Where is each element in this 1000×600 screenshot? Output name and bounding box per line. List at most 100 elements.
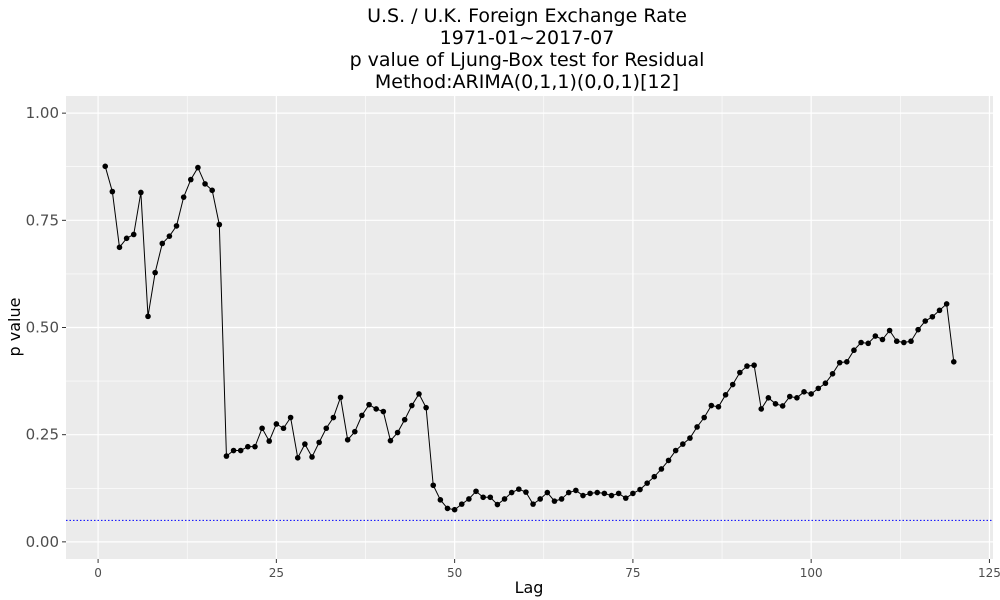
data-point xyxy=(622,495,629,501)
data-point xyxy=(544,489,551,496)
data-point xyxy=(772,401,779,407)
data-point xyxy=(551,498,558,504)
data-point xyxy=(537,496,543,502)
y-tick-label: 1.00 xyxy=(26,104,59,122)
data-point xyxy=(758,406,765,412)
data-point xyxy=(323,425,330,432)
data-point xyxy=(501,496,508,502)
data-point xyxy=(687,435,693,441)
data-point xyxy=(473,488,479,495)
data-point xyxy=(829,371,836,377)
data-point xyxy=(245,443,251,450)
y-tick-label: 0.00 xyxy=(26,533,59,551)
data-point xyxy=(858,339,864,346)
title-line-3: p value of Ljung-Box test for Residual xyxy=(350,49,705,71)
data-point xyxy=(573,487,579,494)
data-point xyxy=(637,486,643,493)
data-point xyxy=(950,358,957,365)
data-point xyxy=(401,416,408,423)
x-tick-label: 0 xyxy=(94,566,102,580)
data-point xyxy=(779,403,786,409)
x-tick-label: 25 xyxy=(269,566,284,580)
title-line-4: Method:ARIMA(0,1,1)(0,0,1)[12] xyxy=(375,71,679,93)
x-tick-label: 100 xyxy=(800,566,823,580)
data-point xyxy=(366,401,372,408)
x-tick-label: 75 xyxy=(625,566,640,580)
data-point xyxy=(387,437,394,444)
data-point xyxy=(330,414,337,421)
data-point xyxy=(922,318,929,324)
data-point xyxy=(480,494,486,501)
data-point xyxy=(337,394,344,401)
data-point xyxy=(644,480,650,486)
data-point xyxy=(893,338,900,345)
x-tick-label: 125 xyxy=(978,566,1000,580)
data-point xyxy=(423,404,429,411)
data-point xyxy=(237,447,244,454)
data-point xyxy=(794,395,800,401)
data-point xyxy=(580,492,586,499)
data-point xyxy=(651,473,658,480)
data-point xyxy=(430,482,437,489)
data-point xyxy=(615,490,622,497)
data-point xyxy=(744,363,750,369)
data-point xyxy=(394,429,401,436)
data-point xyxy=(836,359,843,366)
data-point xyxy=(851,347,857,354)
y-tick-label: 0.25 xyxy=(26,426,59,444)
data-point xyxy=(630,490,636,497)
data-point xyxy=(936,307,943,314)
data-point xyxy=(701,414,708,421)
data-point xyxy=(259,425,265,432)
data-point xyxy=(608,492,615,499)
data-point xyxy=(230,447,237,454)
data-point xyxy=(380,408,387,415)
data-point xyxy=(444,505,451,512)
data-point xyxy=(844,358,850,365)
data-point xyxy=(287,414,294,421)
data-point xyxy=(908,338,914,345)
data-point xyxy=(458,501,465,507)
data-point xyxy=(209,187,215,194)
data-point xyxy=(138,189,144,196)
data-point xyxy=(929,313,936,320)
data-point xyxy=(302,441,308,447)
data-point xyxy=(173,223,180,229)
x-tick-label: 50 xyxy=(447,566,462,580)
data-point xyxy=(594,489,601,496)
data-point xyxy=(865,340,872,347)
data-point xyxy=(786,393,793,400)
data-point xyxy=(722,392,729,398)
data-point xyxy=(815,385,822,392)
data-point xyxy=(252,443,258,450)
data-point xyxy=(886,327,893,334)
data-point xyxy=(344,437,351,443)
data-point xyxy=(901,339,907,346)
data-point xyxy=(116,244,123,251)
data-point xyxy=(152,269,158,276)
data-point xyxy=(765,395,772,401)
data-point xyxy=(943,301,950,307)
data-point xyxy=(587,490,593,497)
data-point xyxy=(822,380,829,387)
data-point xyxy=(466,496,472,502)
data-point xyxy=(672,447,679,454)
grid-major xyxy=(66,96,993,559)
data-point xyxy=(680,441,686,447)
data-point xyxy=(294,455,301,461)
data-point xyxy=(180,194,187,200)
data-point xyxy=(729,381,736,388)
data-point xyxy=(523,489,529,495)
y-axis-ticks: 0.00 0.25 0.50 0.75 1.00 xyxy=(26,104,66,551)
data-point xyxy=(715,404,722,410)
data-point xyxy=(187,176,194,183)
data-point xyxy=(530,501,536,507)
data-point xyxy=(102,163,109,170)
chart-title: U.S. / U.K. Foreign Exchange Rate 1971-0… xyxy=(350,5,705,93)
data-point xyxy=(737,369,743,376)
y-tick-label: 0.75 xyxy=(26,211,59,229)
data-point xyxy=(145,313,151,320)
data-point xyxy=(373,406,379,412)
y-axis-title: p value xyxy=(5,298,24,357)
data-point xyxy=(801,389,807,395)
